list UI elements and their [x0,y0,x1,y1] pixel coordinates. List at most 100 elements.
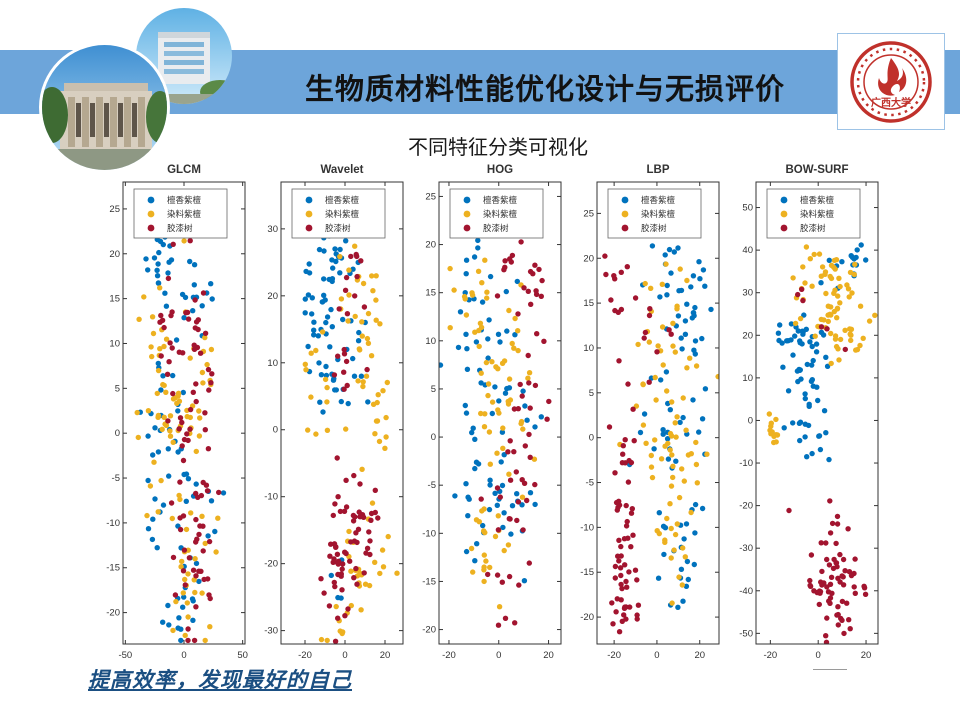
data-point [487,461,493,467]
data-point [538,293,544,299]
data-point [611,273,617,279]
data-point [350,355,356,362]
data-point [829,520,836,527]
data-point [513,469,519,475]
data-point [168,500,175,506]
data-point [359,466,365,472]
data-point [208,380,214,386]
campus-photo-large-image [42,45,167,170]
data-point [368,517,374,523]
data-point [808,552,815,558]
data-point [615,553,621,559]
data-point [176,615,182,621]
data-point [837,336,844,343]
data-point [809,283,815,289]
data-point [786,507,792,514]
data-point [818,324,825,330]
data-point [506,573,513,580]
y-tick-label: 10 [267,358,278,369]
data-point [685,576,691,583]
data-point [525,352,531,359]
data-point [824,363,831,369]
data-point [496,398,502,404]
data-point [683,427,689,433]
legend-marker-icon [621,224,629,232]
data-point [481,567,487,573]
data-point [334,455,340,461]
axes-box [755,181,879,645]
data-point [522,403,528,409]
data-point [655,575,662,581]
data-point [648,452,654,459]
data-point [494,485,501,491]
data-point [643,440,649,446]
data-point [499,482,506,489]
data-point [816,251,823,257]
data-point [148,344,154,350]
data-point [635,602,642,608]
data-point [610,621,616,627]
data-point [376,438,383,445]
data-point [802,434,808,440]
data-point [154,273,161,279]
data-point [345,400,351,407]
x-tick-label: 0 [496,650,501,661]
data-point [526,380,532,386]
data-point [313,347,319,354]
data-point [616,502,623,508]
y-tick-label: -10 [580,522,594,533]
data-point [357,481,363,487]
data-point [809,377,815,383]
data-point [180,568,187,574]
data-point [680,414,686,421]
data-point [463,331,469,337]
data-point [357,514,363,520]
data-point [202,540,208,547]
data-point [646,379,652,385]
data-point [682,331,689,337]
data-point [216,489,222,496]
data-point [382,445,388,451]
data-point [693,439,699,446]
scatter-plot-glcm: GLCM -50 0 50 25 20 15 10 5 0 -5 -10 -15 -20 檀香紫檀 染料紫檀胶… [98,160,250,665]
data-point [165,446,171,452]
data-point [827,595,834,601]
data-point [669,600,675,606]
data-point [358,258,364,264]
data-point [318,636,325,643]
data-point [342,287,349,293]
data-point [826,456,832,463]
data-point [803,244,810,250]
data-point [861,585,868,591]
data-point [670,474,676,481]
data-point [159,426,165,432]
data-point [480,522,486,529]
data-point [678,566,685,572]
y-tick-label: -5 [586,478,594,489]
data-point [182,632,188,639]
data-point [329,257,335,263]
data-point [485,392,491,399]
data-point [339,587,345,593]
data-point [835,611,841,618]
data-point [811,588,817,594]
data-point [673,458,679,464]
data-point [836,357,842,363]
data-point [350,518,357,524]
data-point [519,393,525,399]
data-point [354,581,360,587]
data-point [342,613,348,619]
data-point [844,600,850,606]
data-point [690,397,696,403]
data-point [197,350,204,356]
data-point [176,426,182,432]
data-point [837,551,843,558]
data-point [334,560,341,566]
data-point [505,542,512,548]
data-point [804,361,810,368]
data-point [212,528,218,535]
data-point [339,566,345,572]
data-point [684,301,690,307]
data-point [768,431,774,437]
x-tick-label: -20 [763,650,777,661]
